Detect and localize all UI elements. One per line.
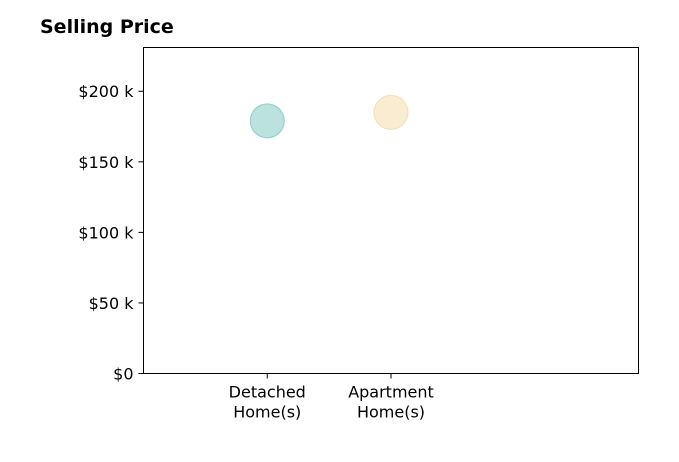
y-tick-label: $0 [113, 365, 133, 384]
data-points [249, 94, 409, 139]
chart-title: Selling Price [40, 16, 174, 38]
x-tick-label: Apartment Home(s) [348, 383, 434, 422]
y-tick-label: $200 k [78, 82, 134, 101]
data-point [249, 103, 285, 139]
y-tick-label: $50 k [89, 294, 135, 313]
x-tick-label: Detached Home(s) [229, 383, 306, 422]
data-point [373, 94, 409, 130]
y-tick-label: $100 k [78, 223, 134, 242]
y-tick-label: $150 k [78, 153, 134, 172]
plot-frame [143, 47, 639, 374]
x-axis-ticks: Detached Home(s) Apartment Home(s) [229, 373, 434, 422]
y-axis-ticks: $0 $50 k $100 k $150 k $200 k [78, 82, 144, 384]
